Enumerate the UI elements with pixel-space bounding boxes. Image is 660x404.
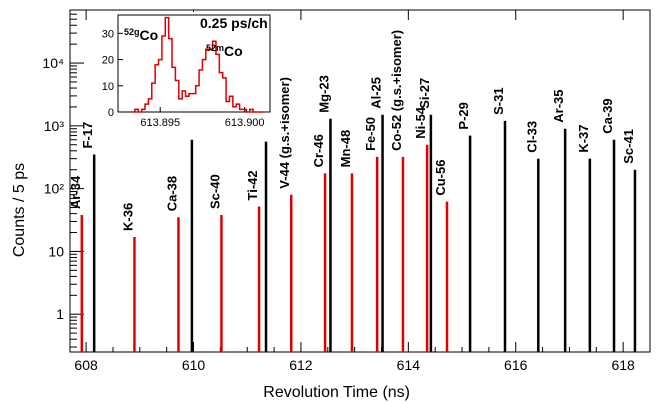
y-tick-label: 10⁴ bbox=[42, 55, 64, 71]
y-tick-label: 10 bbox=[48, 243, 64, 259]
peak-label: Cr-46 bbox=[311, 134, 326, 167]
inset-y-tick-label: 0 bbox=[108, 107, 114, 119]
x-tick-label: 616 bbox=[504, 357, 528, 373]
peak-label: Mg-23 bbox=[316, 75, 331, 113]
peak-label: V-44 (g.s.+isomer) bbox=[277, 77, 292, 189]
x-tick-label: 612 bbox=[289, 357, 313, 373]
peak-label: Cl-33 bbox=[524, 121, 539, 153]
inset-annotation: 0.25 ps/ch bbox=[200, 15, 268, 31]
peak-label: Ni-54 bbox=[413, 106, 428, 139]
peak-label: Sc-41 bbox=[621, 129, 636, 164]
main-plot: 608 610 612 614 616 618 1 10 10² 10³ 10⁴ Ar-34 F-17 K… bbox=[42, 9, 637, 373]
inset-y-tick-label: 30 bbox=[102, 28, 114, 40]
inset-x-tick-label: 613.900 bbox=[225, 117, 265, 129]
y-tick-label: 10² bbox=[44, 181, 65, 197]
inset-x-tick-label: 613.895 bbox=[140, 117, 180, 129]
peak-label: Cu-56 bbox=[433, 160, 448, 196]
inset-y-tick-label: 20 bbox=[102, 55, 114, 67]
inset-peak-isomer: 52m bbox=[206, 43, 224, 53]
y-tick-label: 1 bbox=[56, 306, 64, 322]
inset-peak-element: Co bbox=[140, 27, 159, 43]
x-tick-label: 618 bbox=[611, 357, 635, 373]
peak-label: K-36 bbox=[120, 203, 135, 231]
inset-peak-element: Co bbox=[224, 43, 243, 59]
peak-label: Ar-35 bbox=[551, 89, 566, 122]
peak-label: Mn-48 bbox=[338, 130, 353, 168]
x-tick-label: 610 bbox=[182, 357, 206, 373]
peak-label: P-29 bbox=[456, 102, 471, 129]
inset-frame bbox=[117, 14, 271, 113]
inset-histogram bbox=[131, 16, 264, 113]
inset-peak-isomer: 52g bbox=[124, 27, 140, 37]
peak-label: Al-25 bbox=[369, 77, 384, 109]
x-tick-label: 608 bbox=[74, 357, 98, 373]
peak-label: Ca-38 bbox=[164, 176, 179, 211]
peak-label: Sc-40 bbox=[207, 174, 222, 209]
peak-label: S-31 bbox=[491, 87, 506, 114]
peak-label: K-37 bbox=[576, 124, 591, 152]
x-tick-label: 614 bbox=[397, 357, 421, 373]
inset-background bbox=[102, 12, 280, 138]
plot-frame bbox=[69, 9, 651, 353]
inset-peak-label: 52mCo bbox=[206, 43, 243, 59]
inset-peak-label: 52gCo bbox=[124, 27, 158, 43]
peak-label: Ar-34 bbox=[68, 175, 83, 209]
peak-label: Co-52 (g.s.+isomer) bbox=[389, 30, 404, 151]
peak-label: Ca-39 bbox=[600, 98, 615, 133]
y-axis-label: Counts / 5 ps bbox=[11, 163, 28, 257]
x-axis-label: Revolution Time (ns) bbox=[263, 384, 410, 401]
inset-y-tick-label: 10 bbox=[102, 81, 114, 93]
peak-label: Fe-50 bbox=[363, 117, 378, 151]
peak-label: Ti-42 bbox=[245, 170, 260, 200]
y-tick-label: 10³ bbox=[44, 118, 65, 134]
peak-label: Si-27 bbox=[417, 78, 432, 109]
peak-label: F-17 bbox=[80, 122, 95, 149]
